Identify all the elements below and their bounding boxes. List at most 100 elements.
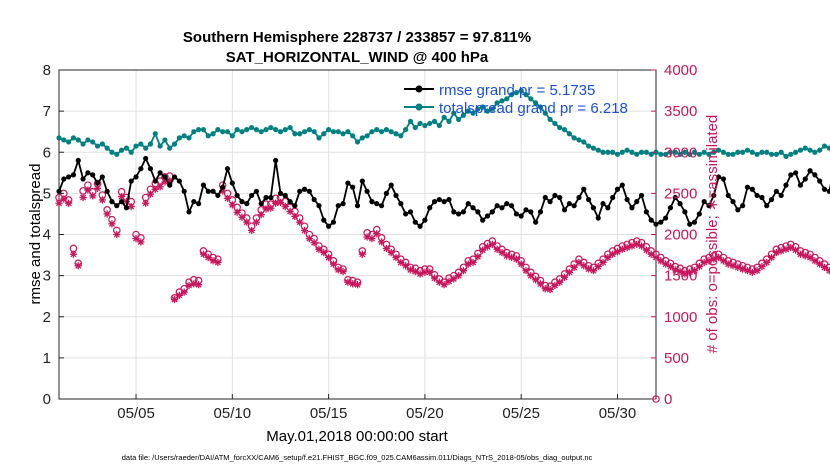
series-point-totalspread [456,116,462,122]
series-point-totalspread [210,131,216,137]
series-point-totalspread [537,104,544,110]
series-point-rmse [196,201,202,207]
series-point-totalspread [181,133,187,139]
y-tick-label: 8 [43,62,51,79]
series-point-totalspread [167,145,173,151]
series-point-totalspread [345,129,351,135]
obs-assimilated-point [228,201,236,209]
series-point-rmse [552,192,558,199]
series-point-rmse [292,203,298,209]
obs-assimilated-point [358,250,366,258]
obs-assimilated-point [613,248,622,256]
series-point-rmse [768,196,775,203]
data-file-footer: data file: /Users/raeder/DAI/ATM_forcXX/… [122,453,593,462]
series-point-rmse [590,205,597,211]
series-point-totalspread [393,131,399,137]
series-point-rmse [191,199,197,205]
series-point-totalspread [826,145,830,151]
series-point-rmse [475,209,481,215]
obs-assimilated-point [339,267,347,276]
series-point-totalspread [297,131,303,137]
series-point-rmse [422,217,428,223]
series-point-rmse [171,174,178,180]
series-point-totalspread [610,149,616,155]
obs-assimilated-point [276,198,285,207]
x-ticks: 05/05 05/10 05/15 05/20 05/25 05/30 [117,394,636,422]
legend: rmse grand pr = 5.1735 totalspread grand… [404,82,628,117]
obs-assimilated-point [642,246,650,254]
obs-assimilated-point [551,281,559,290]
obs-assimilated-point [541,285,549,293]
series-point-rmse [354,203,361,209]
obs-assimilated-point [556,278,564,286]
obs-assimilated-point [816,260,824,268]
series-point-rmse [133,174,139,180]
y-axis-label-right: # of obs: o=possible; ∗=assimilated [704,115,721,354]
series-point-rmse [335,203,341,209]
obs-assimilated-point [440,281,448,289]
y-tick-label-right: 4000 [664,62,697,79]
series-point-totalspread [494,100,500,106]
series-point-rmse [253,188,259,194]
series-point-rmse [619,182,625,188]
obs-assimilated-point [98,196,106,204]
series-point-totalspread [764,149,770,155]
series-point-rmse [624,196,630,203]
series-point-rmse [480,217,486,223]
series-point-totalspread [191,129,197,135]
series-point-totalspread [793,149,799,155]
series-point-rmse [446,196,452,203]
series-point-rmse [326,223,332,229]
x-tick-label: 05/05 [117,405,155,422]
series-point-totalspread [306,127,312,133]
series-point-rmse [301,186,308,192]
series-point-totalspread [364,133,370,139]
obs-assimilated-point [430,274,439,282]
series-point-totalspread [475,106,481,112]
obs-assimilated-point [305,235,313,243]
series-point-totalspread [518,87,524,94]
series-point-rmse [797,182,804,188]
obs-assimilated-point [204,253,212,262]
y-ticks: 0 1 2 3 4 5 6 7 8 [43,62,64,408]
obs-assimilated-point [175,291,183,299]
series-point-rmse [667,205,674,211]
obs-assimilated-point [522,267,530,275]
obs-assimilated-point [142,199,150,207]
series-point-totalspread [157,143,163,149]
series-point-totalspread [330,129,337,135]
series-point-rmse [508,203,515,209]
series-point-totalspread [258,129,264,135]
obs-assimilated-point [267,204,275,212]
series-point-rmse [316,203,322,209]
obs-assimilated-point [387,248,395,257]
series-point-totalspread [263,127,269,133]
series-point-totalspread [696,151,702,157]
series-point-totalspread [542,110,548,116]
series-point-totalspread [600,149,606,155]
series-point-rmse [711,192,717,199]
series-point-totalspread [224,129,231,135]
series-point-rmse [398,201,404,207]
series-point-rmse [263,194,269,201]
series-point-totalspread [817,147,823,153]
y-tick-label-right: 3500 [664,103,697,120]
obs-assimilated-point [498,248,506,257]
series-point-rmse [114,203,120,209]
series-point-rmse [518,213,524,219]
series-point-rmse [802,176,808,182]
obs-assimilated-point [137,238,145,246]
series-point-totalspread [94,143,101,149]
series-point-totalspread [147,141,154,147]
obs-assimilated-point [811,257,819,265]
series-point-rmse [220,184,226,190]
series-point-totalspread [138,141,144,147]
series-point-totalspread [292,131,298,137]
series-point-rmse [393,192,399,199]
series-point-rmse [696,211,702,217]
series-point-totalspread [287,124,293,131]
series-point-rmse [167,182,173,188]
series-point-rmse [783,182,789,188]
obs-assimilated-point [719,257,728,265]
series-point-rmse [403,211,409,217]
